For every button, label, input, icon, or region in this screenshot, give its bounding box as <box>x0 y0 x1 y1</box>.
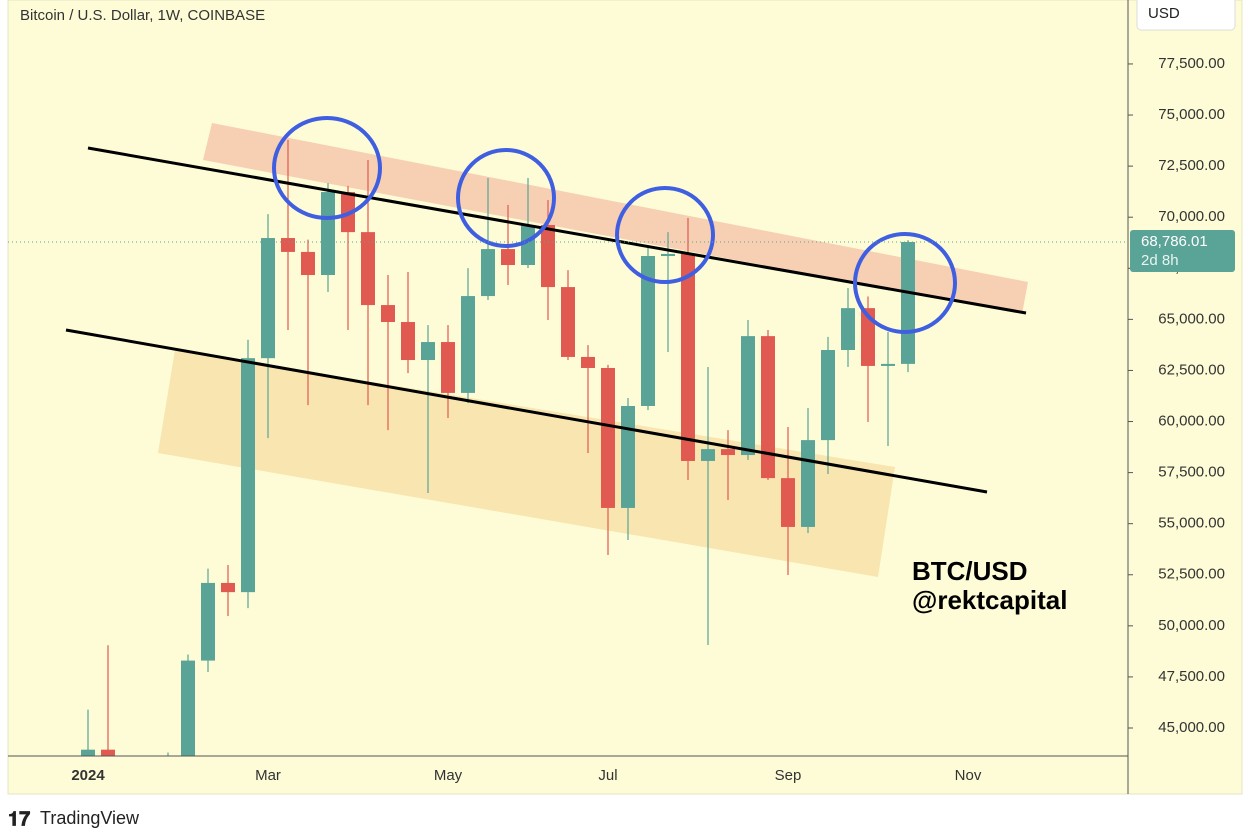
candle-body <box>421 342 435 361</box>
candle-body <box>281 238 295 252</box>
support-band <box>158 350 895 577</box>
annotation: BTC/USD <box>912 556 1028 586</box>
candle-body <box>621 405 635 508</box>
x-tick-label: May <box>434 767 463 784</box>
y-tick-label: 52,500.00 <box>1158 566 1225 583</box>
candle-body <box>681 253 695 461</box>
candle-body <box>781 478 795 527</box>
candle-body <box>761 336 775 479</box>
currency[interactable]: USD <box>1148 5 1180 22</box>
chart-title: Bitcoin / U.S. Dollar, 1W, COINBASE <box>20 7 265 24</box>
y-tick-label: 70,000.00 <box>1158 208 1225 225</box>
lower-trendline <box>65 328 988 494</box>
y-tick-label: 57,500.00 <box>1158 464 1225 481</box>
highlight-circle <box>456 148 556 248</box>
candles <box>81 139 915 798</box>
y-tick-label: 50,000.00 <box>1158 617 1225 634</box>
candle-body <box>901 242 915 364</box>
last-price-label: 68,786.01 <box>1141 233 1208 250</box>
x-tick-label: 2024 <box>71 767 105 784</box>
highlight-circle <box>615 186 715 284</box>
candle-body <box>201 582 215 661</box>
candle-body <box>481 249 495 297</box>
y-tick-label: 77,500.00 <box>1158 55 1225 72</box>
x-tick-label: Jul <box>598 767 617 784</box>
highlight-circle <box>853 232 957 334</box>
y-tick-label: 75,000.00 <box>1158 106 1225 123</box>
y-tick-label: 62,500.00 <box>1158 361 1225 378</box>
candle-body <box>881 363 895 366</box>
candle-body <box>541 224 555 288</box>
x-tick-label: Sep <box>775 767 802 784</box>
candle-body <box>821 350 835 441</box>
candle-body <box>521 224 535 266</box>
candle-body <box>441 342 455 393</box>
x-tick-label: Mar <box>255 767 281 784</box>
candle-body <box>361 232 375 306</box>
drawings <box>158 123 1028 577</box>
candle-body <box>181 660 195 756</box>
candle-body <box>721 449 735 456</box>
y-tick-label: 72,500.00 <box>1158 157 1225 174</box>
watermark: TradingView <box>40 808 140 828</box>
candle-body <box>261 238 275 359</box>
candle-body <box>581 356 595 368</box>
candle-body <box>661 253 675 257</box>
logo: 𝟏𝟕 <box>8 808 30 830</box>
candle-body <box>641 256 655 406</box>
candle-body <box>241 358 255 593</box>
countdown: 2d 8h <box>1141 252 1179 269</box>
candle-body <box>601 367 615 508</box>
candle-body <box>121 795 135 798</box>
x-tick-label: Nov <box>955 767 982 784</box>
drawings-top <box>65 116 1027 494</box>
y-tick-label: 65,000.00 <box>1158 310 1225 327</box>
candle-body <box>221 582 235 593</box>
candle-body <box>101 749 115 756</box>
candle-body <box>301 251 315 276</box>
candle-body <box>701 449 715 461</box>
candle-body <box>801 440 815 527</box>
candle-body <box>321 192 335 276</box>
candle-body <box>461 296 475 393</box>
candle-body <box>841 308 855 351</box>
annotation: @rektcapital <box>912 585 1067 615</box>
candle-body <box>741 336 755 456</box>
last-price-box <box>1130 230 1235 273</box>
resistance-band <box>203 123 1028 314</box>
upper-trendline <box>87 146 1027 315</box>
candle-body <box>381 305 395 323</box>
currency-box[interactable] <box>1136 0 1236 31</box>
y-tick-label: 45,000.00 <box>1158 719 1225 736</box>
y-tick-label: 47,500.00 <box>1158 668 1225 685</box>
candle-body <box>501 249 515 266</box>
y-tick-label: 55,000.00 <box>1158 515 1225 532</box>
candle-body <box>861 308 875 366</box>
candle-body <box>401 322 415 361</box>
candle-body <box>81 749 95 756</box>
candle-body <box>561 287 575 357</box>
y-tick-label: 60,000.00 <box>1158 412 1225 429</box>
highlight-circle <box>272 116 382 220</box>
